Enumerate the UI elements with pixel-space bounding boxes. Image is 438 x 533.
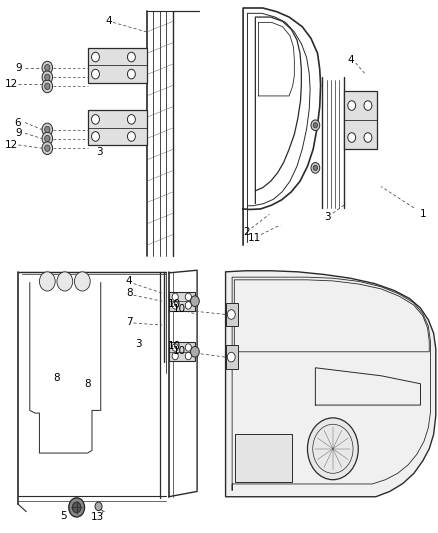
Text: 12: 12 [4,79,18,88]
Polygon shape [226,271,436,497]
Circle shape [191,346,199,357]
Circle shape [185,352,191,360]
Text: 8: 8 [126,288,133,298]
Text: 12: 12 [4,140,18,150]
Circle shape [42,61,53,74]
Circle shape [45,64,50,71]
Circle shape [42,123,53,136]
Circle shape [313,165,318,171]
Polygon shape [344,91,377,149]
Circle shape [185,293,191,301]
Text: 9: 9 [15,128,22,138]
Text: 10: 10 [168,342,181,351]
Circle shape [348,133,356,142]
Text: 4: 4 [126,277,133,286]
Circle shape [45,145,50,151]
Circle shape [364,133,372,142]
Text: 10: 10 [173,346,186,356]
Circle shape [172,352,178,360]
Circle shape [42,71,53,84]
Text: 9: 9 [15,63,22,72]
Circle shape [92,115,99,124]
Circle shape [92,69,99,79]
Text: 7: 7 [126,318,133,327]
Text: 8: 8 [84,379,91,389]
Circle shape [227,310,235,319]
Polygon shape [88,110,147,145]
Text: 3: 3 [324,212,331,222]
Text: 1: 1 [419,209,426,219]
Circle shape [172,302,178,309]
Circle shape [69,498,85,517]
Circle shape [191,296,199,306]
Circle shape [74,272,90,291]
Circle shape [92,52,99,62]
Text: 3: 3 [96,147,103,157]
Circle shape [127,132,135,141]
Circle shape [227,352,235,362]
Text: 3: 3 [134,339,141,349]
Text: 11: 11 [247,233,261,243]
Circle shape [313,123,318,128]
Text: 5: 5 [60,511,67,521]
Polygon shape [88,48,147,83]
Circle shape [72,502,81,513]
Circle shape [45,74,50,80]
Text: 8: 8 [53,374,60,383]
Circle shape [172,293,178,301]
Bar [169,342,195,361]
Circle shape [172,344,178,351]
Circle shape [127,69,135,79]
Circle shape [127,52,135,62]
Circle shape [185,344,191,351]
Bar [235,434,292,482]
Text: 10: 10 [168,299,181,309]
Circle shape [42,80,53,93]
Circle shape [348,101,356,110]
Circle shape [57,272,73,291]
Text: 13: 13 [91,512,104,522]
Circle shape [42,142,53,155]
Circle shape [364,101,372,110]
Circle shape [39,272,55,291]
Circle shape [92,132,99,141]
Bar [226,345,238,369]
Circle shape [42,132,53,145]
Text: 4: 4 [105,17,112,26]
Circle shape [311,120,320,131]
Text: 6: 6 [14,118,21,127]
Circle shape [311,163,320,173]
Circle shape [185,302,191,309]
Circle shape [307,418,358,480]
Circle shape [45,135,50,142]
Text: 2: 2 [243,227,250,237]
Bar [169,292,195,311]
Circle shape [45,126,50,133]
Circle shape [45,83,50,90]
Bar [226,303,238,326]
Text: 4: 4 [347,55,354,64]
Circle shape [95,502,102,511]
Text: 10: 10 [173,304,186,314]
Circle shape [127,115,135,124]
